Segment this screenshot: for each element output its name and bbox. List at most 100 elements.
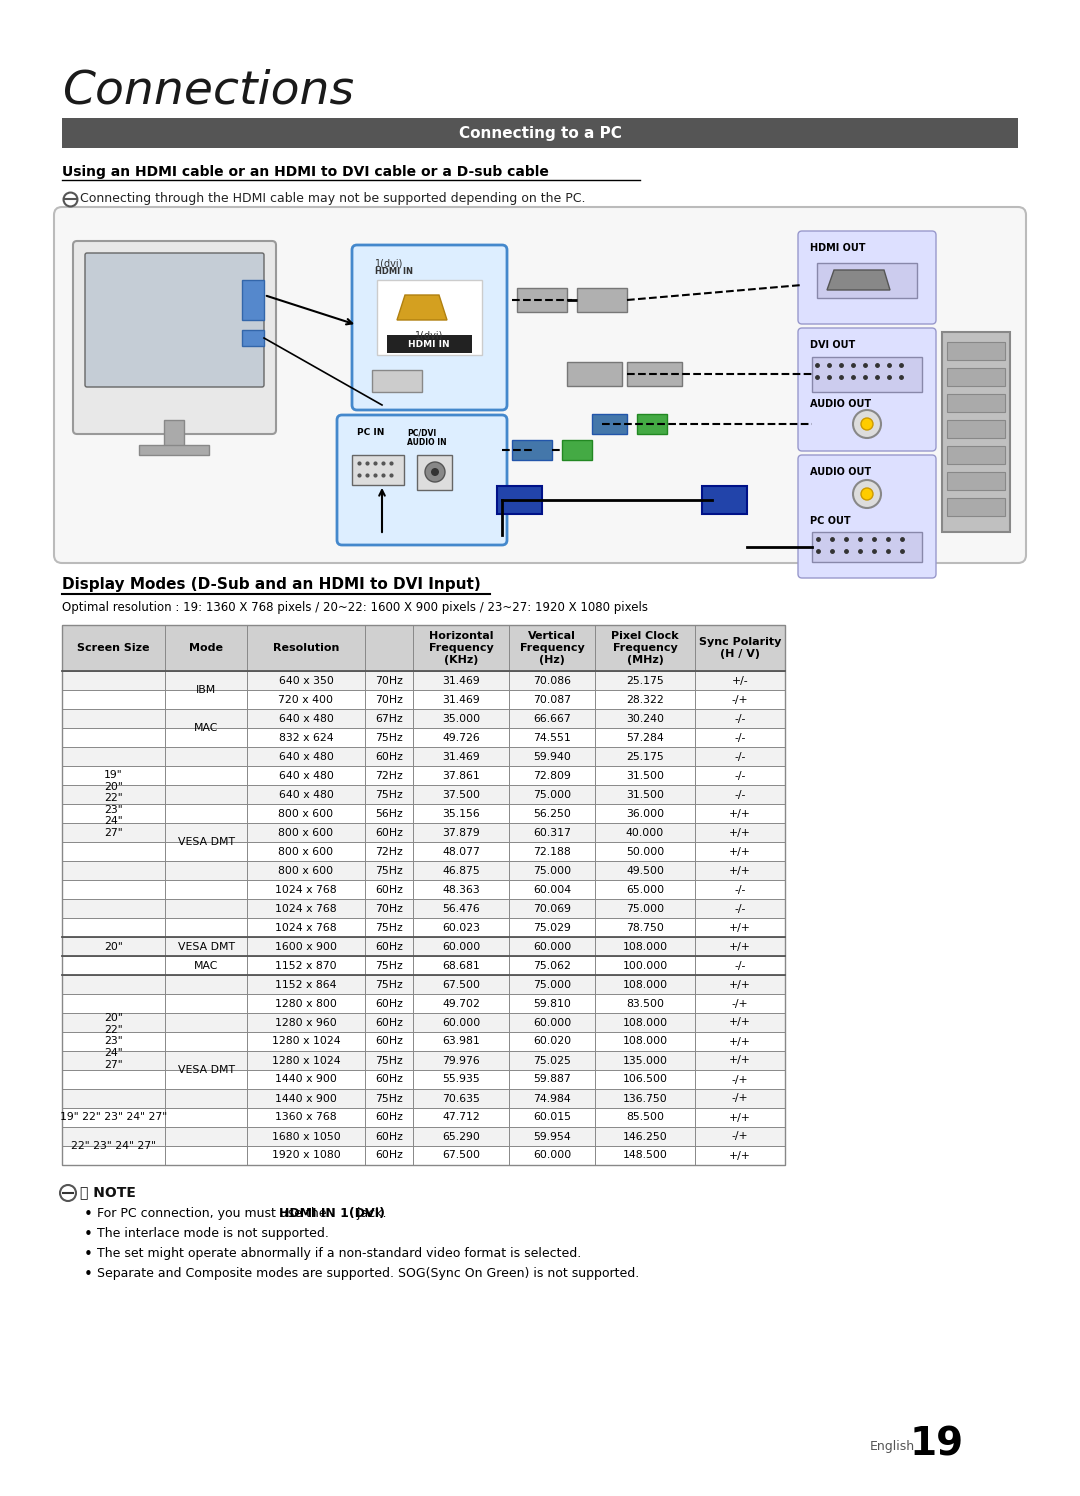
Text: Horizontal
Frequency
(KHz): Horizontal Frequency (KHz): [429, 631, 494, 664]
Text: +/+: +/+: [729, 980, 751, 989]
Text: 28.322: 28.322: [626, 694, 664, 705]
FancyBboxPatch shape: [798, 230, 936, 325]
Text: 46.875: 46.875: [442, 866, 480, 875]
Text: Vertical
Frequency
(Hz): Vertical Frequency (Hz): [519, 631, 584, 664]
Text: 60.000: 60.000: [532, 1150, 571, 1161]
Bar: [947, 473, 1005, 491]
Text: 1152 x 870: 1152 x 870: [275, 960, 337, 971]
Text: 60.317: 60.317: [534, 827, 571, 838]
Text: •: •: [84, 1227, 93, 1242]
Text: Sync Polarity
(H / V): Sync Polarity (H / V): [699, 637, 781, 658]
Bar: [562, 440, 592, 459]
Text: 60.000: 60.000: [442, 1017, 481, 1028]
Bar: [62, 1013, 785, 1032]
Text: +/+: +/+: [729, 941, 751, 951]
Text: 70.069: 70.069: [534, 904, 571, 914]
Text: 70.086: 70.086: [534, 676, 571, 685]
Circle shape: [853, 410, 881, 438]
Text: HDMI OUT: HDMI OUT: [810, 242, 865, 253]
FancyBboxPatch shape: [73, 241, 276, 434]
Text: -/-: -/-: [734, 904, 745, 914]
Text: 108.000: 108.000: [622, 1037, 667, 1047]
Text: 37.861: 37.861: [442, 770, 480, 781]
Bar: [62, 709, 785, 729]
Bar: [417, 455, 453, 491]
Text: +/+: +/+: [729, 1150, 751, 1161]
Text: 67Hz: 67Hz: [375, 714, 403, 724]
Text: 1440 x 900: 1440 x 900: [275, 1074, 337, 1085]
Text: 75.000: 75.000: [532, 866, 571, 875]
Text: 60.015: 60.015: [534, 1113, 571, 1122]
Text: 60Hz: 60Hz: [375, 998, 403, 1008]
Text: 640 x 480: 640 x 480: [279, 770, 334, 781]
Text: For PC connection, you must use the: For PC connection, you must use the: [97, 1207, 330, 1221]
Text: +/+: +/+: [729, 1113, 751, 1122]
Text: 800 x 600: 800 x 600: [279, 827, 334, 838]
Text: 19: 19: [910, 1426, 964, 1463]
Text: 60Hz: 60Hz: [375, 1017, 403, 1028]
Text: HDMI IN 1(DVI): HDMI IN 1(DVI): [279, 1207, 384, 1221]
Text: 60Hz: 60Hz: [375, 1074, 403, 1085]
Bar: [62, 862, 785, 880]
Text: 40.000: 40.000: [626, 827, 664, 838]
Text: Separate and Composite modes are supported. SOG(Sync On Green) is not supported.: Separate and Composite modes are support…: [97, 1267, 639, 1281]
Bar: [592, 414, 627, 434]
Text: 37.879: 37.879: [442, 827, 480, 838]
Text: The interlace mode is not supported.: The interlace mode is not supported.: [97, 1227, 329, 1240]
Text: VESA DMT: VESA DMT: [177, 1065, 234, 1076]
Text: 19"
20"
22"
23"
24"
27": 19" 20" 22" 23" 24" 27": [104, 770, 123, 838]
Text: 65.000: 65.000: [626, 884, 664, 895]
Bar: [62, 880, 785, 899]
Circle shape: [861, 417, 873, 429]
Bar: [62, 936, 785, 956]
Text: 22" 23" 24" 27": 22" 23" 24" 27": [71, 1141, 156, 1150]
Text: 49.500: 49.500: [626, 866, 664, 875]
Text: +/+: +/+: [729, 923, 751, 932]
Bar: [512, 440, 552, 459]
Text: 72Hz: 72Hz: [375, 770, 403, 781]
Text: -/-: -/-: [734, 770, 745, 781]
Text: Pixel Clock
Frequency
(MHz): Pixel Clock Frequency (MHz): [611, 631, 679, 664]
Text: 57.284: 57.284: [626, 733, 664, 742]
Text: 56Hz: 56Hz: [375, 808, 403, 818]
Text: 70Hz: 70Hz: [375, 694, 403, 705]
Text: 60Hz: 60Hz: [375, 1037, 403, 1047]
Text: ⑂ NOTE: ⑂ NOTE: [80, 1185, 136, 1198]
Text: 1152 x 864: 1152 x 864: [275, 980, 337, 989]
Text: 20"
22"
23"
24"
27": 20" 22" 23" 24" 27": [104, 1013, 123, 1070]
Bar: [352, 455, 404, 485]
Text: 49.726: 49.726: [442, 733, 480, 742]
Text: -/+: -/+: [731, 1094, 748, 1104]
Bar: [812, 533, 922, 562]
Circle shape: [853, 480, 881, 509]
Bar: [62, 823, 785, 842]
Text: VESA DMT: VESA DMT: [177, 836, 234, 847]
Text: -/+: -/+: [731, 694, 748, 705]
Text: 59.887: 59.887: [534, 1074, 571, 1085]
Text: •: •: [84, 1248, 93, 1263]
Text: 31.469: 31.469: [442, 751, 480, 761]
Bar: [62, 729, 785, 747]
Text: 1360 x 768: 1360 x 768: [275, 1113, 337, 1122]
Text: HDMI IN: HDMI IN: [375, 266, 413, 275]
Circle shape: [431, 468, 438, 476]
Text: 146.250: 146.250: [623, 1131, 667, 1141]
Text: 25.175: 25.175: [626, 751, 664, 761]
FancyBboxPatch shape: [54, 206, 1026, 562]
Text: 108.000: 108.000: [622, 941, 667, 951]
Text: 60Hz: 60Hz: [375, 827, 403, 838]
Text: 136.750: 136.750: [623, 1094, 667, 1104]
Text: 30.240: 30.240: [626, 714, 664, 724]
Bar: [242, 280, 264, 320]
Text: English: English: [870, 1441, 915, 1453]
Text: 75.000: 75.000: [532, 980, 571, 989]
Text: Resolution: Resolution: [273, 643, 339, 652]
Text: 1920 x 1080: 1920 x 1080: [272, 1150, 340, 1161]
Bar: [62, 1146, 785, 1165]
Text: 1680 x 1050: 1680 x 1050: [272, 1131, 340, 1141]
Text: 49.702: 49.702: [442, 998, 480, 1008]
Text: -/-: -/-: [734, 733, 745, 742]
Text: Display Modes (D-Sub and an HDMI to DVI Input): Display Modes (D-Sub and an HDMI to DVI …: [62, 577, 481, 592]
FancyBboxPatch shape: [337, 414, 507, 545]
Text: 60Hz: 60Hz: [375, 1131, 403, 1141]
